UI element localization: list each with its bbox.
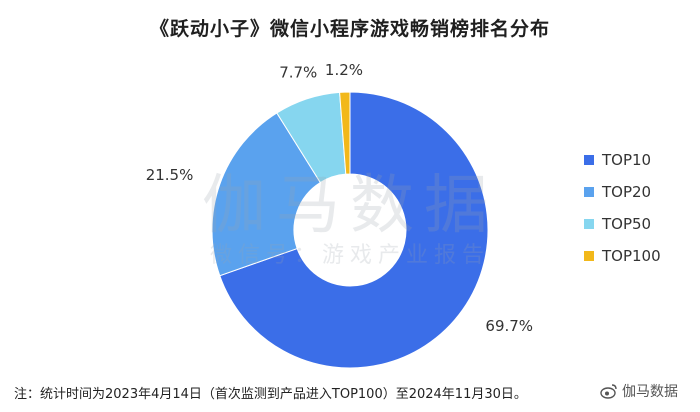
chart-title: 《跃动小子》微信小程序游戏畅销榜排名分布 xyxy=(149,18,550,40)
legend-swatch-top20 xyxy=(584,187,594,197)
value-label-top20: 21.5% xyxy=(146,166,194,184)
slice-top100 xyxy=(339,91,351,175)
value-label-top10: 69.7% xyxy=(485,317,533,335)
value-label-top100: 1.2% xyxy=(325,61,363,79)
value-labels: 69.7% 21.5% 7.7% 1.2% xyxy=(146,61,533,335)
slice-top10 xyxy=(219,91,489,369)
legend-swatch-top100 xyxy=(584,251,594,261)
legend-label-top20: TOP20 xyxy=(601,183,651,201)
watermark: 伽马数据 微信号：游戏产业报告 xyxy=(202,169,498,268)
slice-top20 xyxy=(211,112,322,277)
legend-swatch-top10 xyxy=(584,155,594,165)
legend-label-top10: TOP10 xyxy=(601,151,651,169)
brand-label: 伽马数据 xyxy=(622,384,678,400)
legend-label-top50: TOP50 xyxy=(601,215,651,233)
legend: TOP10 TOP20 TOP50 TOP100 xyxy=(584,151,661,265)
brand-mark: 伽马数据 xyxy=(600,381,678,401)
weibo-logo-icon xyxy=(600,384,617,399)
value-label-top50: 7.7% xyxy=(279,63,317,81)
footnote: 注：统计时间为2023年4月14日（首次监测到产品进入TOP100）至2024年… xyxy=(14,387,527,402)
watermark-sub: 微信号：游戏产业报告 xyxy=(210,243,490,268)
donut-slices xyxy=(211,91,489,369)
legend-swatch-top50 xyxy=(584,219,594,229)
watermark-main: 伽马数据 xyxy=(202,169,498,243)
legend-label-top100: TOP100 xyxy=(601,247,661,265)
